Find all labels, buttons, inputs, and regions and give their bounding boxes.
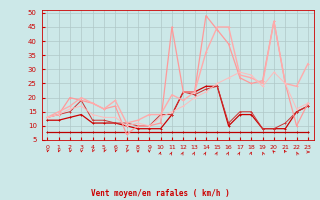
Text: Vent moyen/en rafales ( km/h ): Vent moyen/en rafales ( km/h ) (91, 189, 229, 198)
